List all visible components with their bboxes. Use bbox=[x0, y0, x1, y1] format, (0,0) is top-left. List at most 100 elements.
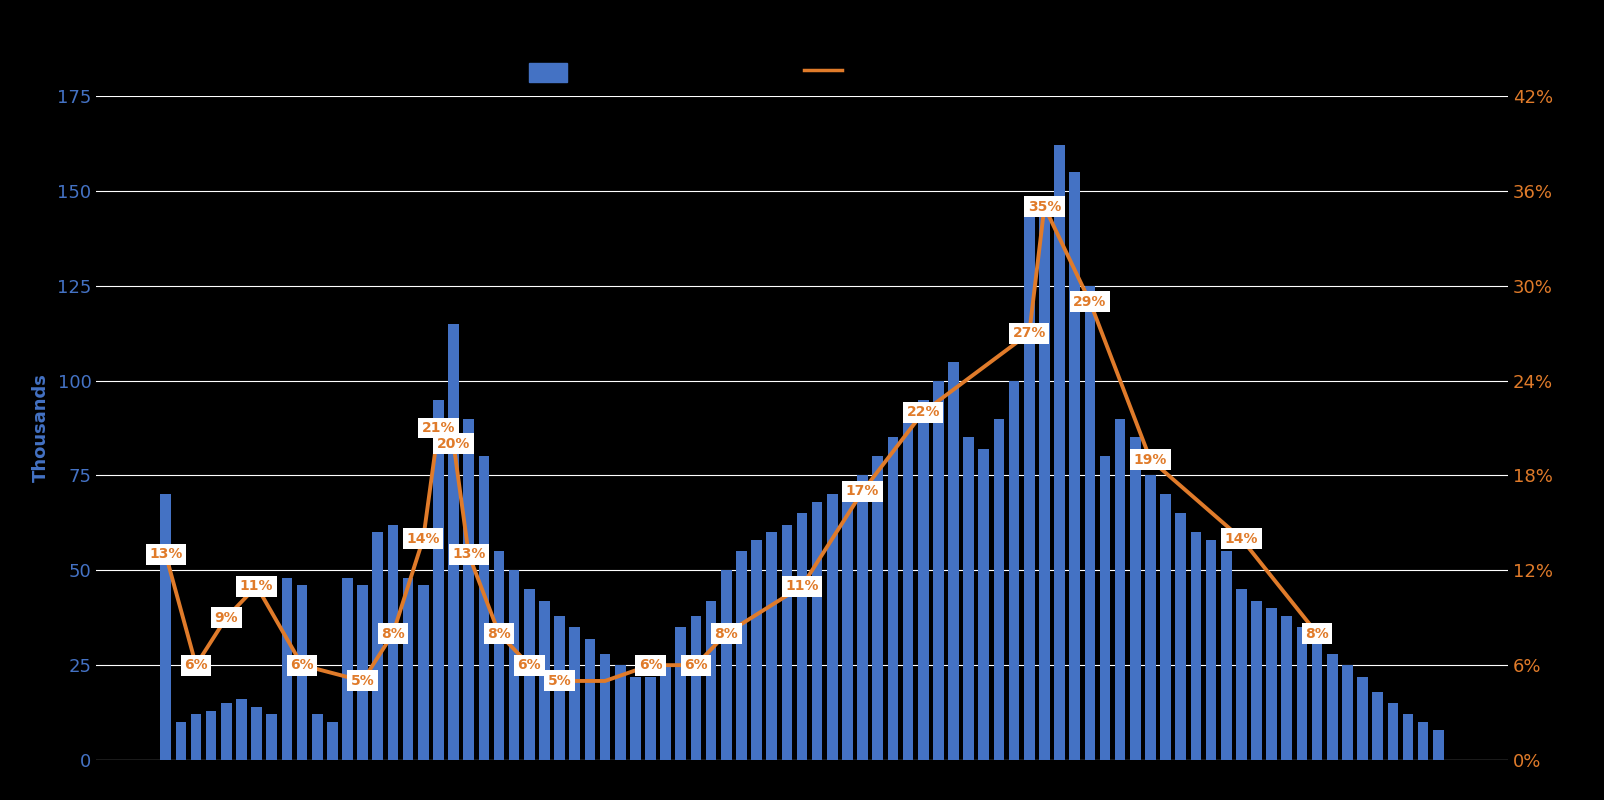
Bar bbox=[1129, 438, 1140, 760]
Bar bbox=[175, 722, 186, 760]
Bar bbox=[812, 502, 823, 760]
Text: 14%: 14% bbox=[1224, 532, 1258, 546]
Bar bbox=[1266, 608, 1277, 760]
Bar bbox=[478, 457, 489, 760]
Bar bbox=[978, 449, 990, 760]
Bar bbox=[1282, 616, 1293, 760]
Bar bbox=[645, 677, 656, 760]
Bar bbox=[1373, 692, 1383, 760]
Bar bbox=[1418, 722, 1429, 760]
Bar bbox=[903, 418, 913, 760]
Bar bbox=[1357, 677, 1368, 760]
Text: 5%: 5% bbox=[351, 674, 374, 688]
Text: 29%: 29% bbox=[1073, 294, 1107, 309]
Bar bbox=[675, 627, 687, 760]
Bar bbox=[1296, 627, 1307, 760]
Text: 6%: 6% bbox=[290, 658, 314, 672]
Bar bbox=[1251, 601, 1262, 760]
Bar bbox=[388, 525, 398, 760]
Text: 13%: 13% bbox=[452, 547, 486, 562]
Bar bbox=[433, 399, 444, 760]
Bar bbox=[1100, 457, 1110, 760]
Bar bbox=[614, 665, 626, 760]
Bar bbox=[964, 438, 974, 760]
Bar bbox=[342, 578, 353, 760]
Bar bbox=[584, 638, 595, 760]
Bar bbox=[221, 703, 231, 760]
Bar bbox=[372, 532, 383, 760]
Bar bbox=[1145, 475, 1156, 760]
Bar bbox=[327, 722, 338, 760]
Text: 22%: 22% bbox=[906, 405, 940, 419]
Bar bbox=[266, 714, 277, 760]
Bar bbox=[828, 494, 837, 760]
Bar bbox=[993, 418, 1004, 760]
Text: 8%: 8% bbox=[382, 626, 404, 641]
Bar bbox=[767, 532, 776, 760]
Text: 13%: 13% bbox=[149, 547, 183, 562]
Bar bbox=[1402, 714, 1413, 760]
Bar bbox=[539, 601, 550, 760]
Bar bbox=[797, 514, 807, 760]
Bar bbox=[948, 362, 959, 760]
Bar bbox=[1343, 665, 1352, 760]
Bar bbox=[358, 586, 367, 760]
Bar bbox=[191, 714, 202, 760]
Bar bbox=[448, 324, 459, 760]
Text: 6%: 6% bbox=[685, 658, 707, 672]
Bar bbox=[403, 578, 414, 760]
Bar bbox=[508, 570, 520, 760]
Bar bbox=[555, 616, 565, 760]
Text: 5%: 5% bbox=[547, 674, 571, 688]
Text: 20%: 20% bbox=[436, 437, 470, 451]
Bar bbox=[160, 494, 172, 760]
Bar bbox=[736, 551, 747, 760]
Bar bbox=[252, 707, 261, 760]
Bar bbox=[600, 654, 611, 760]
Bar bbox=[1221, 551, 1232, 760]
Bar bbox=[630, 677, 640, 760]
Bar bbox=[706, 601, 717, 760]
Bar bbox=[1312, 638, 1322, 760]
Text: 6%: 6% bbox=[518, 658, 541, 672]
Bar bbox=[873, 457, 884, 760]
Bar bbox=[1176, 514, 1185, 760]
Legend: , : , bbox=[523, 57, 855, 88]
Text: 8%: 8% bbox=[1306, 626, 1330, 641]
Bar bbox=[297, 586, 308, 760]
Bar bbox=[1054, 146, 1065, 760]
Bar bbox=[691, 616, 701, 760]
Bar bbox=[419, 586, 428, 760]
Text: 6%: 6% bbox=[184, 658, 209, 672]
Bar bbox=[494, 551, 504, 760]
Text: 6%: 6% bbox=[638, 658, 662, 672]
Bar bbox=[1115, 418, 1126, 760]
Bar bbox=[1084, 286, 1096, 760]
Text: 27%: 27% bbox=[1012, 326, 1046, 340]
Bar bbox=[1432, 730, 1444, 760]
Bar bbox=[1009, 381, 1020, 760]
Bar bbox=[857, 475, 868, 760]
Bar bbox=[236, 699, 247, 760]
Bar bbox=[661, 665, 670, 760]
Bar bbox=[842, 487, 853, 760]
Bar bbox=[1327, 654, 1338, 760]
Bar bbox=[934, 381, 943, 760]
Text: 35%: 35% bbox=[1028, 200, 1062, 214]
Text: 14%: 14% bbox=[406, 532, 439, 546]
Bar bbox=[1023, 210, 1035, 760]
Bar bbox=[1160, 494, 1171, 760]
Text: 11%: 11% bbox=[786, 579, 818, 593]
Bar bbox=[1387, 703, 1399, 760]
Bar bbox=[917, 399, 929, 760]
Bar bbox=[1206, 540, 1216, 760]
Bar bbox=[720, 570, 731, 760]
Bar bbox=[1190, 532, 1201, 760]
Bar bbox=[525, 590, 534, 760]
Bar bbox=[887, 438, 898, 760]
Bar bbox=[751, 540, 762, 760]
Y-axis label: Thousands: Thousands bbox=[32, 374, 50, 482]
Bar bbox=[311, 714, 322, 760]
Text: 19%: 19% bbox=[1134, 453, 1168, 466]
Bar bbox=[464, 418, 475, 760]
